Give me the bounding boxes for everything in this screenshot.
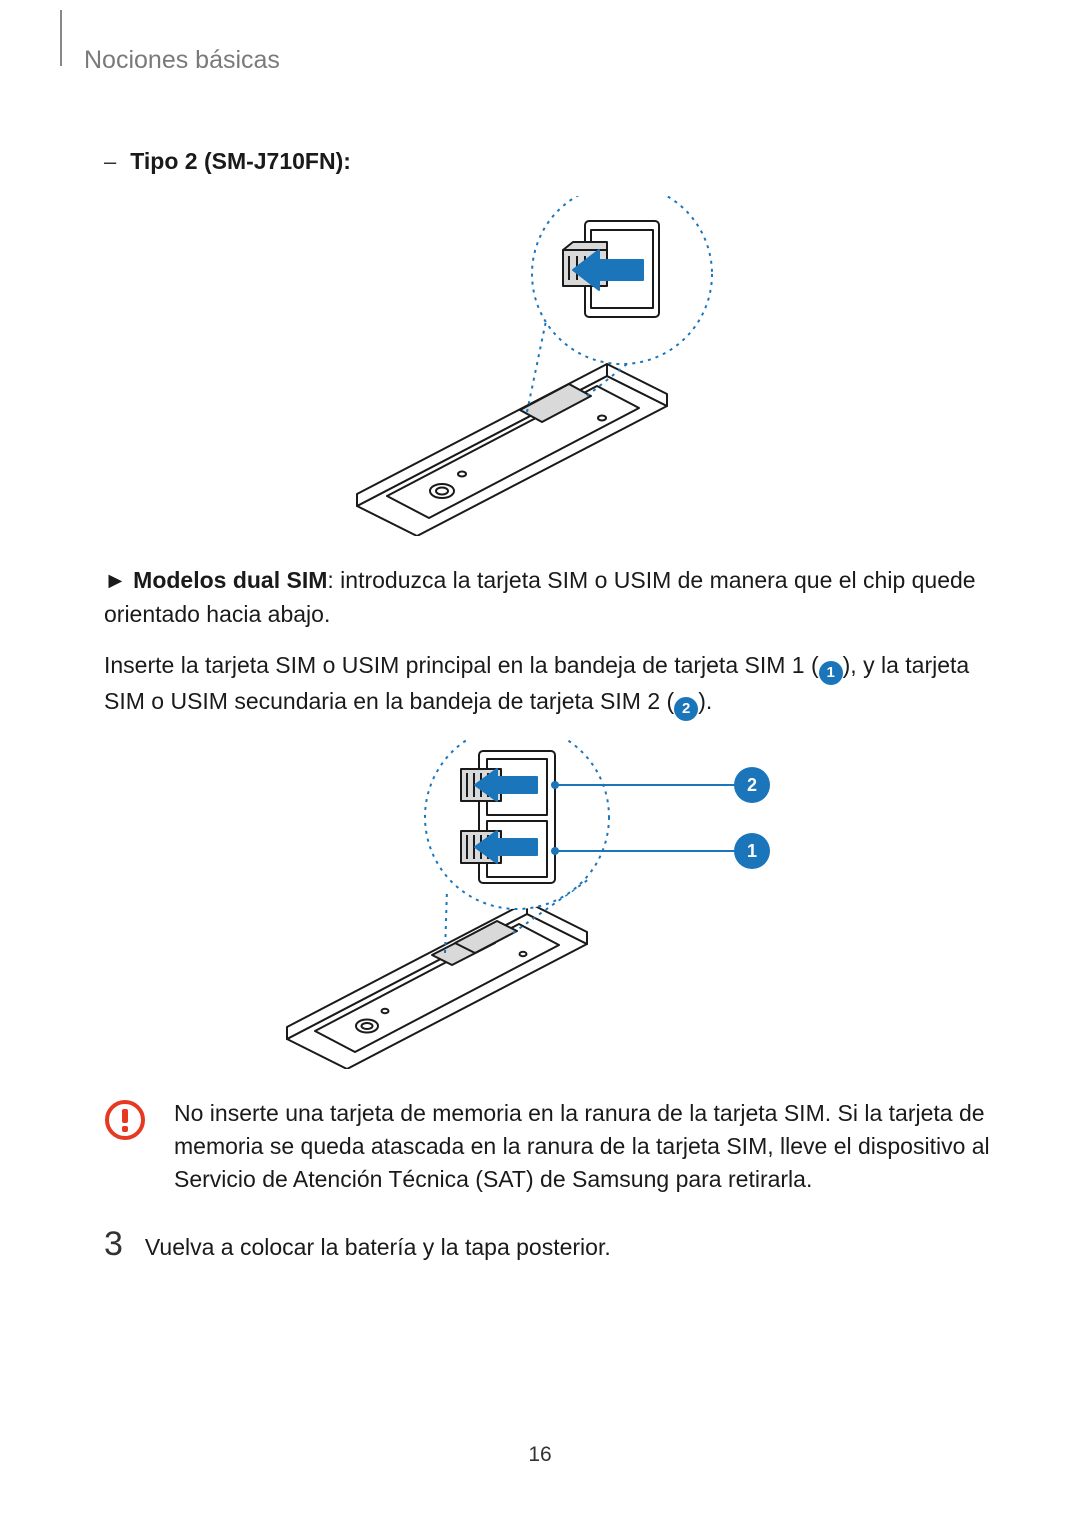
- step-3-number: 3: [104, 1225, 123, 1264]
- phone-body-2: [287, 902, 587, 1069]
- dual-sim-label: Modelos dual SIM: [133, 567, 327, 593]
- badge-2-icon: 2: [674, 697, 698, 721]
- zoom-bubble: [532, 196, 712, 364]
- arrow-glyph: ►: [104, 567, 127, 593]
- warning-text: No inserte una tarjeta de memoria en la …: [174, 1097, 990, 1197]
- dash-bullet: –: [104, 149, 116, 175]
- warning-icon: [104, 1099, 146, 1141]
- badge-1-icon: 1: [819, 661, 843, 685]
- warning-callout: No inserte una tarjeta de memoria en la …: [104, 1097, 990, 1197]
- p2-pre: Inserte la tarjeta SIM o USIM principal …: [104, 652, 819, 678]
- diagram-single-sim: [104, 196, 990, 536]
- header-rule: [60, 10, 62, 66]
- dual-sim-slots-para: Inserte la tarjeta SIM o USIM principal …: [104, 649, 990, 721]
- section-title: Nociones básicas: [84, 46, 1000, 75]
- step-3-text: Vuelva a colocar la batería y la tapa po…: [145, 1231, 611, 1264]
- dual-sim-intro: ► Modelos dual SIM: introduzca la tarjet…: [104, 564, 990, 631]
- p2-post: ).: [698, 688, 712, 714]
- page-body: Nociones básicas – Tipo 2 (SM-J710FN):: [0, 0, 1080, 1264]
- callout-2-label: 2: [747, 775, 757, 795]
- type2-row: – Tipo 2 (SM-J710FN):: [104, 145, 990, 178]
- dual-sim-svg: 2 1: [197, 739, 897, 1069]
- single-sim-svg: [267, 196, 827, 536]
- step-3: 3 Vuelva a colocar la batería y la tapa …: [104, 1225, 990, 1264]
- zoom-bubble-2: [425, 739, 609, 909]
- page-number: 16: [0, 1443, 1080, 1467]
- content-area: – Tipo 2 (SM-J710FN):: [104, 145, 990, 1264]
- phone-body: [357, 364, 667, 536]
- callout-1-label: 1: [747, 841, 757, 861]
- type2-label: Tipo 2 (SM-J710FN):: [130, 145, 351, 178]
- diagram-dual-sim: 2 1: [104, 739, 990, 1069]
